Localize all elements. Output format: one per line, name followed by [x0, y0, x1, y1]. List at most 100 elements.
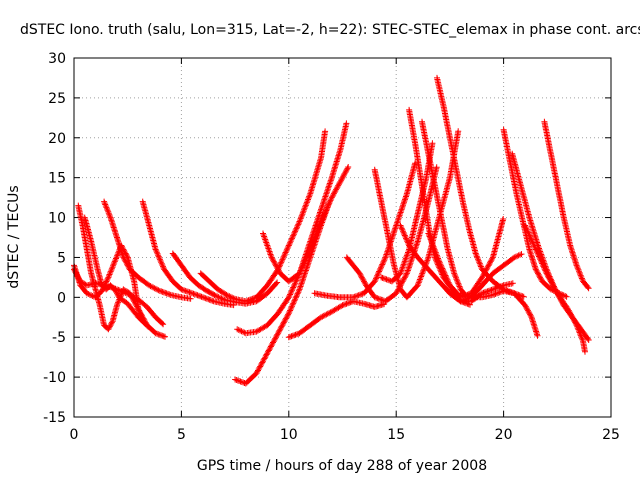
y-tick-label: -10 [43, 370, 66, 386]
data-point [539, 278, 553, 292]
data-point [343, 254, 356, 268]
data-point [580, 278, 592, 292]
data-point [363, 282, 377, 300]
series-25 [541, 118, 592, 292]
data-point [526, 214, 541, 247]
data-point [195, 282, 209, 294]
data-point [560, 214, 573, 247]
series-1 [75, 202, 168, 340]
data-point [139, 198, 152, 227]
data-point [75, 202, 86, 227]
data-point [580, 338, 588, 355]
data-point [444, 246, 457, 275]
data-point [328, 148, 343, 181]
data-point [356, 270, 369, 287]
data-point [382, 291, 398, 305]
data-point [285, 271, 302, 285]
data-point [105, 259, 118, 281]
data-point [105, 319, 115, 333]
series-24 [457, 288, 541, 339]
data-point [124, 300, 141, 319]
data-point [152, 330, 168, 340]
data-point [178, 262, 193, 280]
y-tick-label: 25 [48, 91, 66, 107]
x-tick-label: 5 [177, 427, 186, 443]
y-tick-label: 30 [48, 51, 66, 67]
data-point [204, 288, 218, 299]
data-point [260, 230, 275, 259]
data-point [152, 314, 167, 328]
data-point [275, 311, 292, 337]
data-point [532, 246, 549, 275]
data-point [479, 255, 496, 281]
data-point [307, 315, 323, 329]
data-point [264, 331, 281, 357]
data-point [547, 150, 560, 188]
data-point [517, 182, 532, 219]
data-point [328, 176, 345, 201]
data-point [118, 288, 132, 298]
data-point [94, 266, 105, 287]
data-point [275, 295, 291, 317]
data-point [253, 283, 270, 301]
data-point [135, 314, 152, 330]
y-tick-label: 10 [48, 211, 66, 227]
data-point [406, 106, 419, 148]
data-point [169, 250, 184, 268]
data-point [397, 222, 412, 248]
data-point [146, 282, 162, 294]
data-point [388, 271, 403, 285]
data-point [264, 279, 281, 297]
data-point [296, 255, 313, 293]
data-point [92, 286, 103, 307]
x-tick-label: 10 [280, 427, 298, 443]
data-point [318, 128, 329, 161]
series-4 [101, 198, 194, 302]
data-point [120, 254, 133, 272]
data-point [71, 266, 83, 283]
data-point [419, 182, 432, 227]
data-point [253, 323, 269, 335]
series-11 [285, 298, 388, 341]
data-point [371, 255, 388, 285]
data-point [567, 242, 580, 267]
data-point [206, 278, 220, 292]
data-point [264, 311, 281, 329]
series-7 [197, 128, 329, 305]
data-point [101, 198, 113, 220]
data-point [296, 192, 313, 225]
chart-title: dSTEC Iono. truth (salu, Lon=315, Lat=-2… [20, 22, 640, 38]
data-point [187, 274, 201, 288]
series-22 [500, 126, 570, 300]
data-point [526, 246, 539, 271]
data-point [307, 156, 324, 197]
data-point [296, 247, 313, 277]
data-point [318, 176, 335, 213]
data-point [152, 246, 167, 271]
series-26 [522, 222, 588, 355]
data-point [116, 294, 130, 306]
data-point [436, 258, 453, 287]
y-axis-label: dSTEC / TECUs [6, 185, 22, 288]
y-tick-label: 15 [48, 171, 66, 187]
y-tick-label: -5 [52, 330, 66, 346]
y-tick-label: 20 [48, 131, 66, 147]
data-point [109, 303, 120, 325]
data-point [107, 282, 117, 292]
data-point [197, 270, 212, 284]
data-point [242, 371, 259, 387]
series-8 [234, 120, 350, 337]
series-3 [81, 214, 152, 330]
data-point [522, 222, 539, 252]
data-point [167, 291, 183, 300]
data-point [361, 300, 377, 310]
data-point [532, 266, 545, 283]
data-point [472, 250, 485, 271]
data-point [378, 198, 391, 235]
data-point [440, 102, 453, 140]
data-point [479, 271, 495, 289]
y-tick-label: 5 [57, 250, 66, 266]
data-point [96, 302, 107, 327]
data-point [412, 142, 425, 188]
